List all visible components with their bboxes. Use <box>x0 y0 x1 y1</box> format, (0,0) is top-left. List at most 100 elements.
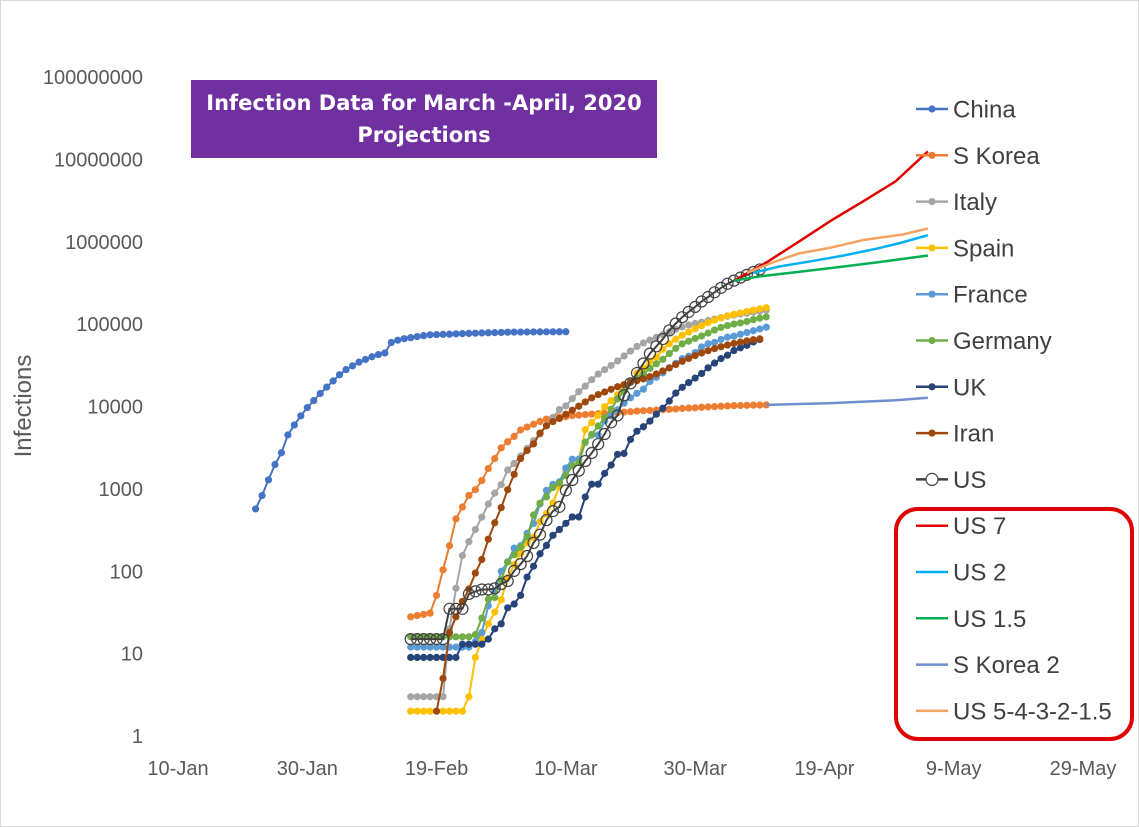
series-us-1-5 <box>733 254 929 282</box>
series-us-2 <box>753 233 929 275</box>
y-tick-label: 100000 <box>76 314 143 336</box>
data-point <box>672 335 680 343</box>
legend-marker <box>928 429 936 437</box>
data-point <box>529 511 538 519</box>
data-point <box>581 438 589 446</box>
data-point <box>723 402 732 410</box>
data-point <box>488 582 501 595</box>
data-point <box>579 454 592 468</box>
data-point <box>594 422 602 430</box>
data-point <box>698 322 706 330</box>
data-point <box>568 411 576 420</box>
data-point <box>478 614 486 622</box>
data-point <box>663 324 676 337</box>
data-point <box>646 406 654 415</box>
data-point <box>517 591 525 599</box>
data-point <box>452 643 460 651</box>
data-point <box>542 486 551 494</box>
data-point <box>284 431 292 439</box>
data-point <box>762 304 770 312</box>
data-point <box>374 351 382 359</box>
y-tick-label: 10 <box>121 644 143 666</box>
y-axis-label: Infections <box>10 355 37 458</box>
data-point <box>685 354 693 363</box>
data-point <box>478 513 486 521</box>
data-point <box>536 328 544 336</box>
data-point <box>469 585 482 598</box>
data-point <box>424 633 437 646</box>
projection-highlight-box <box>894 507 1134 741</box>
y-tick-label: 1 <box>132 726 143 748</box>
data-point <box>471 525 479 534</box>
data-point <box>691 374 699 382</box>
data-point <box>736 401 744 410</box>
data-point <box>555 414 563 423</box>
data-point <box>756 305 764 313</box>
data-point <box>626 408 635 416</box>
data-point <box>439 707 447 715</box>
series-germany <box>407 313 770 641</box>
data-point <box>523 423 531 431</box>
data-point <box>491 489 499 497</box>
data-point <box>743 337 751 345</box>
series-iran <box>432 335 764 715</box>
series-line-s-korea-2 <box>766 396 929 407</box>
data-point <box>601 388 609 396</box>
data-point <box>607 461 615 469</box>
data-point <box>439 674 447 683</box>
data-point <box>407 643 415 651</box>
data-point <box>575 411 583 419</box>
data-point <box>449 602 463 615</box>
data-point <box>562 328 570 336</box>
data-point <box>555 479 563 487</box>
data-point <box>523 446 531 455</box>
data-point <box>701 290 715 304</box>
data-point <box>698 343 706 351</box>
data-point <box>568 395 576 403</box>
data-point <box>497 328 505 337</box>
legend-label: France <box>953 282 1028 309</box>
legend-label: S Korea <box>953 143 1040 170</box>
data-point <box>407 334 415 342</box>
data-point <box>495 577 508 591</box>
series-line-us-2 <box>753 233 929 275</box>
data-point <box>523 573 531 581</box>
chart-title: Infection Data for March -April, 2020 Pr… <box>191 80 657 158</box>
legend-label: Germany <box>953 328 1052 355</box>
data-point <box>762 401 770 409</box>
data-point <box>704 319 712 327</box>
data-point <box>568 455 576 463</box>
data-point <box>491 625 499 633</box>
legend-item-spain: Spain <box>916 235 1014 262</box>
data-point <box>633 407 641 415</box>
data-point <box>290 421 298 429</box>
data-point <box>721 277 734 290</box>
data-point <box>426 643 434 651</box>
data-point <box>730 402 738 410</box>
series-s-korea-2 <box>766 396 929 407</box>
data-point <box>271 460 279 469</box>
y-tick-label: 1000 <box>99 479 144 501</box>
data-point <box>678 404 686 413</box>
data-point <box>704 364 712 372</box>
data-point <box>420 610 428 618</box>
data-point <box>478 329 486 337</box>
data-point <box>432 643 441 651</box>
data-point <box>710 344 719 353</box>
data-point <box>465 640 473 648</box>
data-point <box>478 640 486 648</box>
data-point <box>504 328 512 336</box>
data-point <box>678 357 686 365</box>
data-point <box>478 555 486 564</box>
data-point <box>743 401 751 409</box>
legend-item-s-korea: S Korea <box>916 143 1040 170</box>
data-point <box>659 345 667 353</box>
data-point <box>659 355 667 363</box>
data-point <box>624 377 637 390</box>
data-point <box>704 347 712 355</box>
legend-item-iran: Iran <box>916 421 994 448</box>
data-point <box>445 330 454 338</box>
data-point <box>439 693 447 701</box>
data-point <box>613 450 622 458</box>
